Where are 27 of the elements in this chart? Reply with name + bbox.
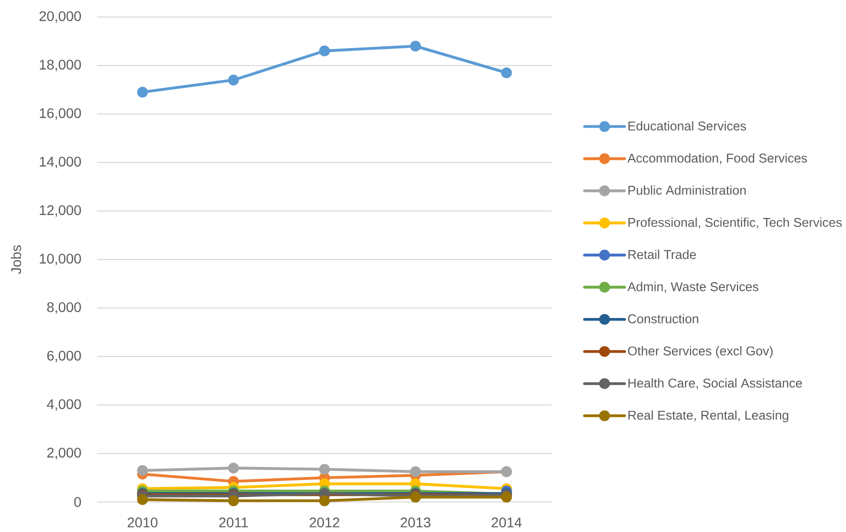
y-tick-label: 8,000 (47, 302, 81, 314)
legend-label: Construction (628, 314, 698, 324)
y-tick-label: 6,000 (47, 350, 81, 362)
y-tick-label: 14,000 (40, 156, 81, 168)
y-tick-label: 12,000 (40, 205, 81, 217)
y-tick-label: 10,000 (40, 254, 81, 266)
y-tick-label: 18,000 (40, 60, 81, 72)
y-tick-label: 2,000 (47, 448, 81, 460)
x-tick-label: 2012 (310, 518, 340, 528)
legend-label: Admin, Waste Services (627, 282, 758, 293)
legend-label: Retail Trade (628, 250, 696, 260)
legend-label: Accommodation, Food Services (627, 153, 807, 164)
legend-label: Educational Services (628, 121, 746, 131)
y-tick-label: 20,000 (40, 11, 81, 23)
legend-label: Health Care, Social Assistance (628, 378, 802, 390)
legend-label: Professional, Scientific, Tech Services (628, 218, 842, 228)
x-tick-label: 2011 (219, 518, 248, 528)
x-tick-label: 2010 (128, 518, 158, 528)
y-tick-label: 0 (74, 497, 81, 507)
legend-label: Other Services (excl Gov) (628, 346, 773, 358)
legend-label: Real Estate, Rental, Leasing (628, 410, 788, 422)
y-tick-label: 16,000 (40, 108, 81, 120)
legend-label: Public Administration (628, 185, 746, 195)
x-tick-label: 2014 (492, 518, 522, 528)
y-tick-label: 4,000 (46, 399, 81, 411)
x-tick-label: 2013 (400, 518, 430, 528)
y-axis-title: Jobs (10, 245, 22, 274)
